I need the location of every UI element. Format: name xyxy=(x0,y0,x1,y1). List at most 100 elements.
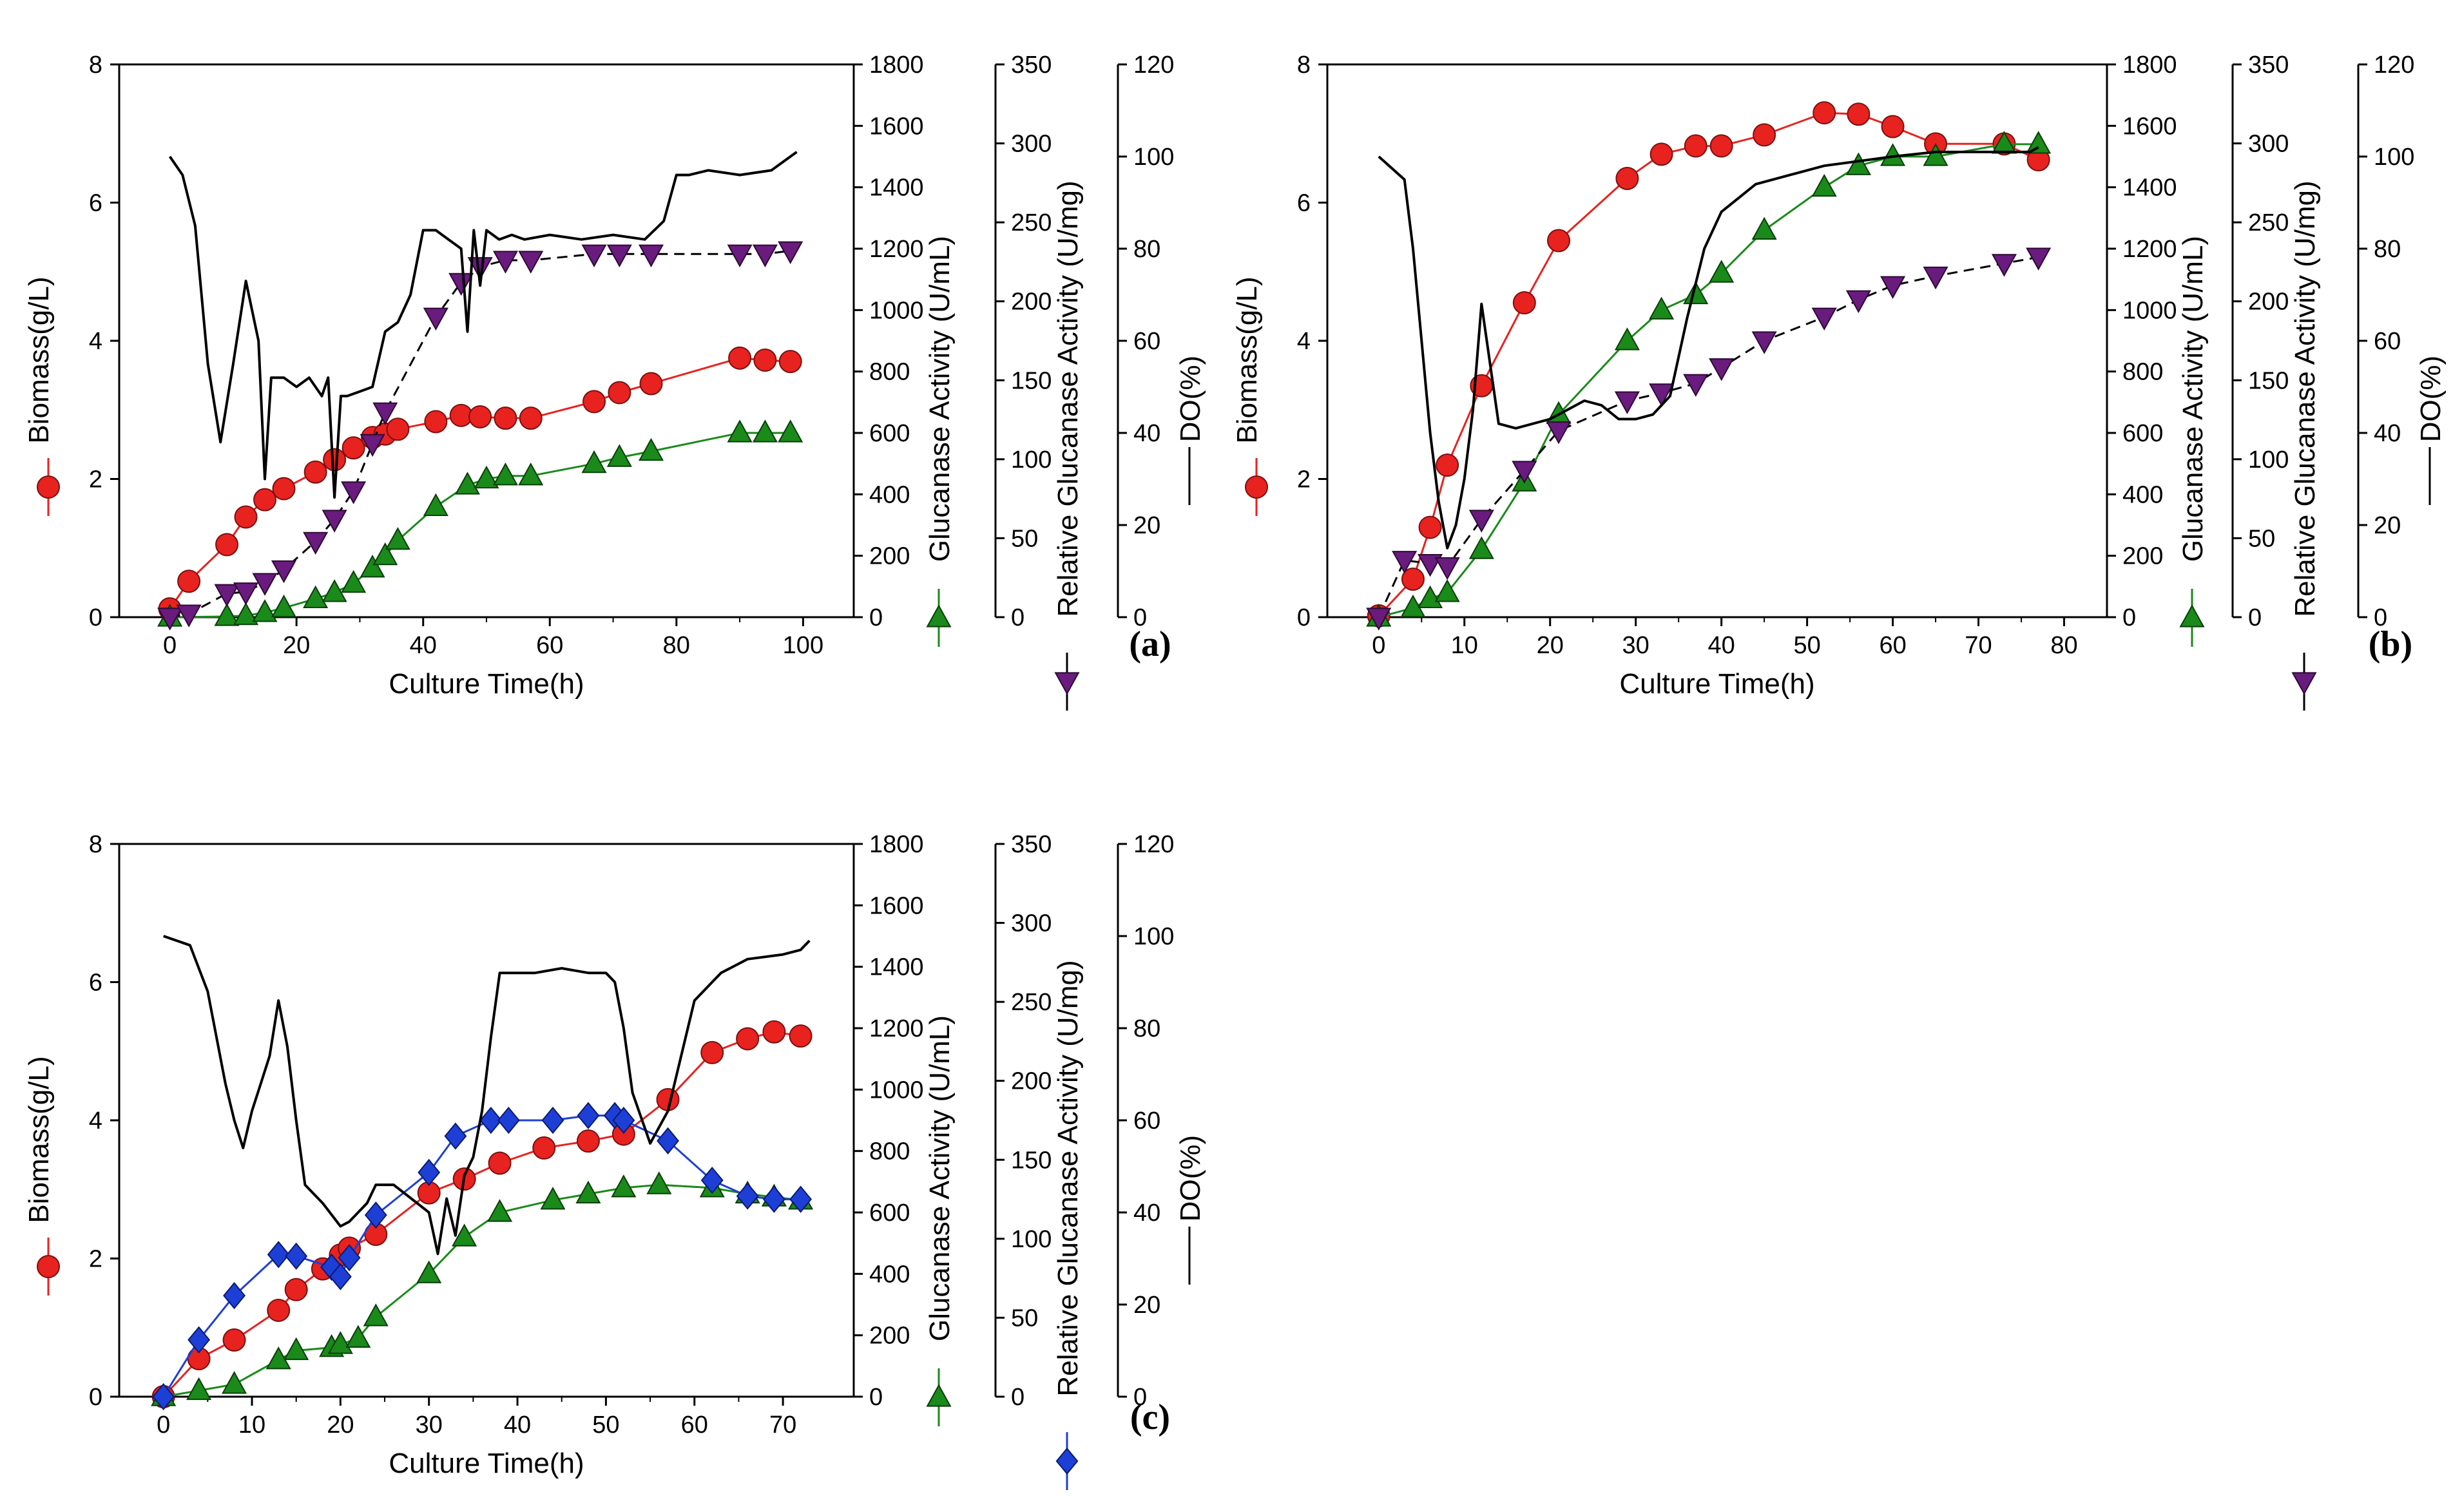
y-tick-label-glucanase: 0 xyxy=(869,1384,883,1411)
data-point-biomass xyxy=(582,390,606,414)
legend-marker-glucanase xyxy=(926,604,952,627)
y-tick-label-do: 100 xyxy=(2374,144,2414,171)
x-tick-label: 10 xyxy=(1451,632,1478,659)
data-point-relative xyxy=(1392,551,1418,574)
data-point-biomass xyxy=(1615,166,1639,190)
series-relative xyxy=(157,241,803,631)
y-tick-label-relative: 0 xyxy=(1011,604,1024,631)
y-tick-label-relative: 0 xyxy=(2248,604,2262,631)
legend-glyph-glucanase xyxy=(926,589,952,647)
data-point-glucanase xyxy=(727,419,753,443)
data-point-glucanase xyxy=(214,603,240,626)
data-point-relative xyxy=(372,402,398,426)
data-point-relative xyxy=(1366,608,1392,631)
data-point-glucanase xyxy=(322,579,347,602)
data-point-relative xyxy=(223,1281,246,1310)
y-tick-label-biomass: 4 xyxy=(1297,328,1311,355)
data-point-glucanase xyxy=(222,1371,247,1394)
data-point-relative xyxy=(1991,254,2017,277)
data-point-glucanase xyxy=(1751,216,1777,240)
data-point-biomass xyxy=(267,1298,291,1322)
y-tick-label-do: 0 xyxy=(1133,1384,1147,1411)
y-tick-label-biomass: 8 xyxy=(1297,52,1311,79)
y-tick-label-biomass: 0 xyxy=(1297,604,1311,631)
data-point-biomass xyxy=(608,381,631,405)
x-tick-label: 60 xyxy=(1879,632,1906,659)
series-line-relative xyxy=(1378,256,2039,618)
y-tick-label-biomass: 6 xyxy=(89,970,102,997)
data-point-glucanase xyxy=(360,554,385,578)
data-point-biomass xyxy=(323,448,347,472)
data-point-biomass xyxy=(1881,115,1905,139)
y-tick-label-do: 20 xyxy=(2374,512,2401,539)
data-point-relative xyxy=(418,1158,441,1187)
data-point-biomass xyxy=(639,372,663,396)
legend-marker-biomass xyxy=(1245,475,1268,499)
series-do xyxy=(168,151,798,499)
data-point-relative xyxy=(638,244,664,267)
y-tick-label-glucanase: 1000 xyxy=(2122,297,2177,324)
data-point-glucanase xyxy=(284,1337,309,1361)
y-tick-label-relative: 300 xyxy=(2248,131,2289,158)
data-point-relative xyxy=(423,307,448,330)
data-point-glucanase xyxy=(265,1346,291,1370)
x-tick-label: 50 xyxy=(1793,632,1820,659)
y-axis-title-do: DO(%) xyxy=(2415,356,2447,442)
y-tick-label-do: 100 xyxy=(1133,144,1174,171)
data-point-glucanase xyxy=(1434,579,1460,602)
data-point-relative xyxy=(736,1182,759,1210)
x-axis-title: Culture Time(h) xyxy=(1619,668,1814,700)
data-point-glucanase xyxy=(606,444,632,467)
data-point-glucanase xyxy=(581,450,607,474)
y-tick-label-glucanase: 400 xyxy=(869,1261,910,1288)
y-tick-label-relative: 0 xyxy=(1011,1384,1024,1411)
data-point-relative xyxy=(789,1185,813,1213)
y-tick-label-glucanase: 0 xyxy=(869,604,883,631)
legend-marker-glucanase xyxy=(2179,604,2205,627)
data-point-biomass xyxy=(1436,454,1459,477)
data-point-biomass xyxy=(762,1020,786,1044)
data-point-biomass xyxy=(341,436,365,460)
data-point-relative xyxy=(1512,461,1537,484)
data-point-glucanase xyxy=(474,465,499,489)
x-tick-label: 80 xyxy=(663,632,690,659)
y-tick-label-relative: 350 xyxy=(2248,52,2289,79)
data-point-biomass xyxy=(1709,134,1733,158)
chart-panel-c: 0 10 20 30 40 50 60 70 Culture Time(h) 0 2 4 6 8 Bioma… xyxy=(23,831,1206,1490)
data-point-glucanase xyxy=(611,1174,637,1198)
y-tick-label-relative: 50 xyxy=(1011,1305,1038,1332)
y-tick-label-glucanase: 1400 xyxy=(869,175,924,202)
legend-marker-biomass xyxy=(37,1255,60,1278)
data-point-relative xyxy=(152,1383,175,1411)
legend-glyph-glucanase xyxy=(926,1368,952,1426)
x-tick-label: 40 xyxy=(1708,632,1735,659)
y-axis-title-do: DO(%) xyxy=(1175,1135,1206,1221)
y-tick-label-glucanase: 1200 xyxy=(869,1015,924,1042)
series-line-do xyxy=(1378,146,2039,550)
data-point-glucanase xyxy=(186,1377,212,1401)
panel-label: (b) xyxy=(2369,624,2412,664)
data-point-glucanase xyxy=(752,419,778,443)
data-point-biomass xyxy=(424,410,448,434)
y-tick-label-do: 60 xyxy=(2374,328,2401,355)
data-point-glucanase xyxy=(416,1260,442,1283)
data-point-relative xyxy=(252,573,278,596)
y-tick-label-glucanase: 800 xyxy=(2122,359,2163,386)
data-point-biomass xyxy=(494,407,517,430)
series-line-glucanase xyxy=(169,432,791,618)
data-point-biomass xyxy=(386,417,410,441)
data-point-relative xyxy=(448,273,474,296)
y-tick-label-glucanase: 1600 xyxy=(869,113,924,140)
legend-glyph-biomass xyxy=(37,458,60,516)
data-point-biomass xyxy=(1401,568,1425,591)
data-point-biomass xyxy=(284,1278,308,1301)
data-point-glucanase xyxy=(518,462,544,486)
x-tick-label: 50 xyxy=(592,1412,619,1439)
y-tick-label-relative: 250 xyxy=(2248,209,2289,236)
series-line-relative xyxy=(162,1115,801,1397)
data-point-relative xyxy=(492,251,519,274)
data-point-relative xyxy=(727,244,753,267)
data-point-glucanase xyxy=(492,462,519,486)
chart-panel-a: 0 20 40 60 80 100 Culture Time(h) 0 2 4 6 8 Biomass(… xyxy=(23,52,1206,711)
data-point-relative xyxy=(479,1106,503,1134)
